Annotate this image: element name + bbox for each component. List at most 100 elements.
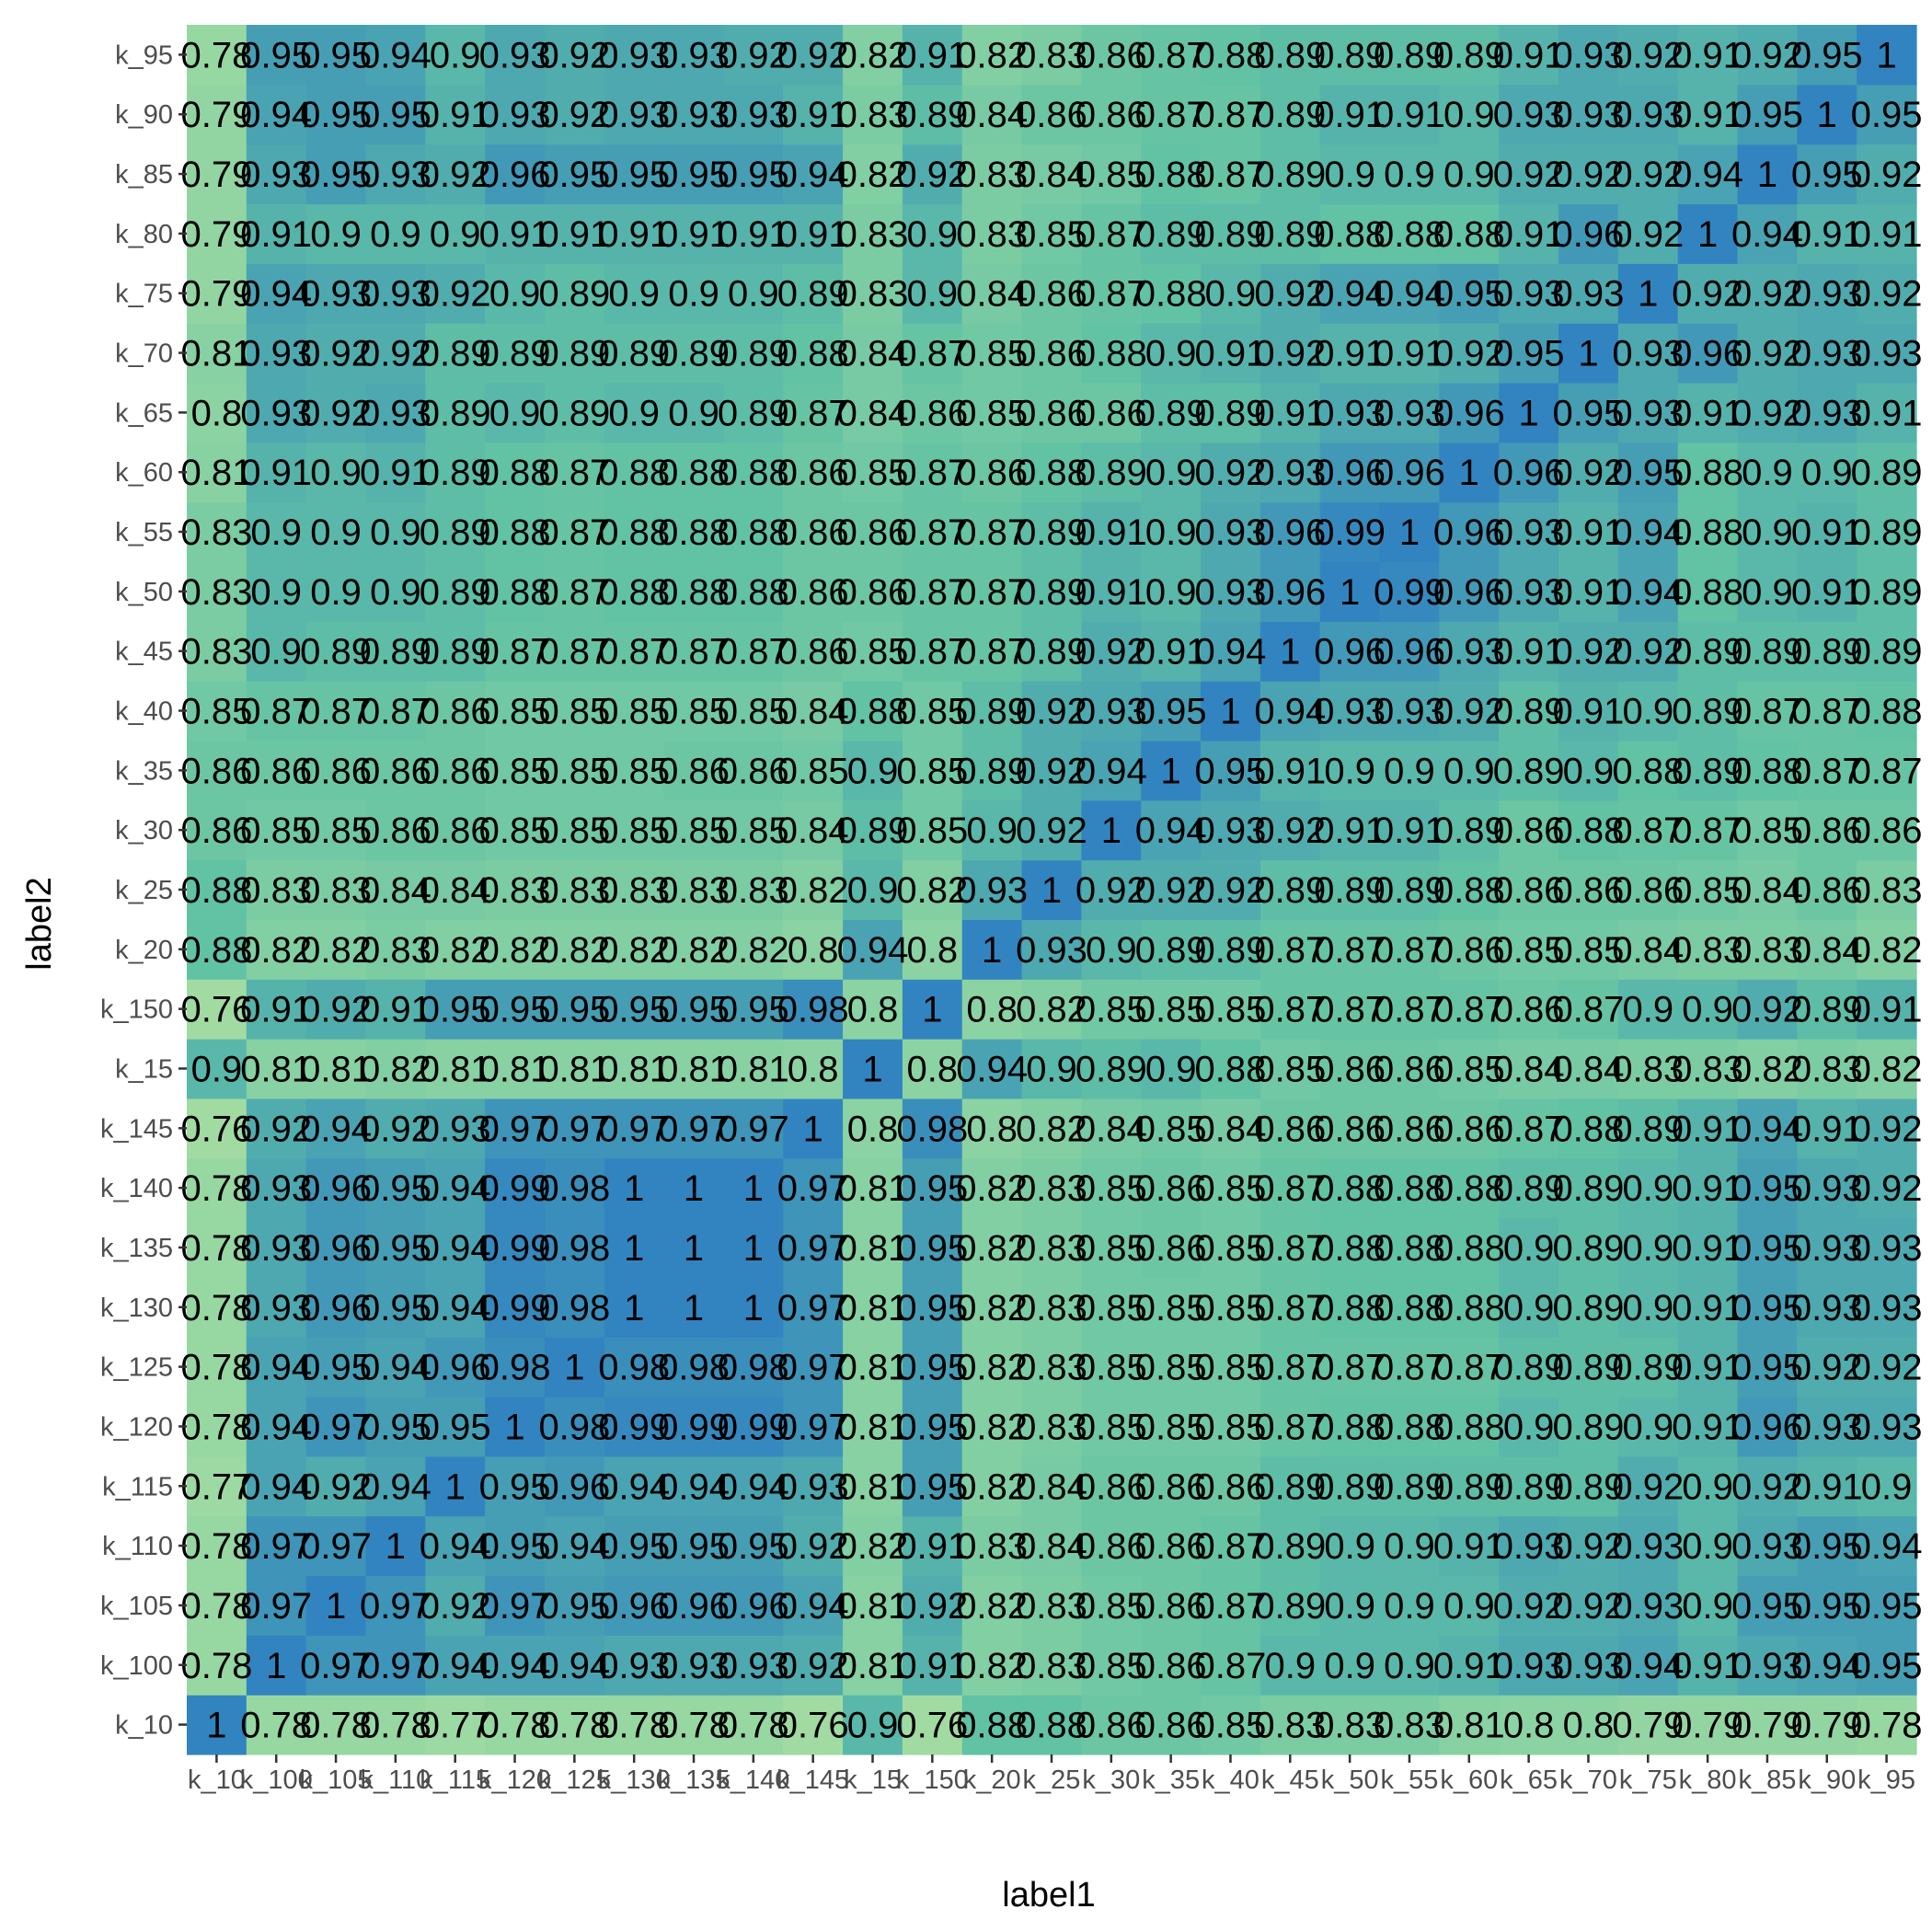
cell-value-label: 0.82 [777, 870, 849, 911]
heatmap-cell [1857, 1397, 1917, 1457]
cell-value-label: 0.9 [1622, 692, 1673, 732]
cell-value-label: 0.92 [1851, 1348, 1923, 1388]
heatmap-cell [1021, 919, 1083, 980]
heatmap-cell [1201, 1455, 1261, 1517]
heatmap-cell [1617, 979, 1679, 1040]
heatmap-cell [1021, 621, 1083, 682]
heatmap-cell [485, 501, 546, 563]
cell-value-label: 0.9 [1324, 155, 1375, 195]
heatmap-cell [604, 1039, 665, 1099]
heatmap-cell [544, 501, 605, 563]
heatmap-cell [1081, 919, 1142, 980]
heatmap-cell [365, 681, 426, 742]
heatmap-cell [485, 1635, 546, 1696]
heatmap-cell [1677, 1098, 1739, 1159]
heatmap-cell [1439, 1039, 1500, 1099]
cell-value-label: 0.89 [420, 393, 491, 433]
heatmap-cell [1857, 1217, 1917, 1278]
heatmap-cell [1558, 1217, 1619, 1278]
heatmap-cell [1319, 859, 1381, 921]
heatmap-cell [1081, 1039, 1142, 1099]
heatmap-cell [544, 1515, 605, 1577]
heatmap-cell [1319, 799, 1381, 861]
x-tick-label: k_30 [1082, 1765, 1140, 1795]
heatmap-cell [1558, 859, 1619, 921]
heatmap-cell [1677, 1217, 1739, 1278]
cell-value-label: 1 [684, 1288, 704, 1328]
cell-value-label: 0.9 [1384, 1586, 1435, 1627]
heatmap-cell [187, 1337, 247, 1397]
heatmap-cell [1797, 1157, 1857, 1219]
heatmap-cell [1797, 1515, 1857, 1577]
cell-value-label: 0.9 [1384, 1646, 1435, 1686]
heatmap-cell [1379, 561, 1440, 622]
heatmap-cell [663, 442, 725, 503]
heatmap-cell [1141, 1157, 1202, 1219]
heatmap-cell [246, 1277, 307, 1338]
heatmap-cell [1141, 799, 1202, 861]
heatmap-cell [1021, 681, 1083, 742]
heatmap-cell [1141, 979, 1202, 1040]
heatmap-cell [1857, 1157, 1917, 1219]
heatmap-cell [1259, 681, 1321, 742]
cell-value-label: 0.8 [191, 393, 243, 433]
heatmap-cell [1797, 501, 1857, 563]
cell-value-label: 1 [1578, 334, 1598, 374]
y-tick-label: k_125 [100, 1353, 173, 1383]
heatmap-cell [425, 799, 486, 861]
heatmap-cell [902, 919, 963, 980]
heatmap-cell [246, 1337, 307, 1397]
cell-value-label: 0.8 [847, 1109, 899, 1149]
heatmap-cell [961, 1575, 1023, 1636]
heatmap-cell [961, 859, 1023, 921]
heatmap-cell [843, 919, 903, 980]
heatmap-cell [1617, 1695, 1679, 1755]
heatmap-cell [1558, 1039, 1619, 1099]
heatmap-cell [1259, 919, 1321, 980]
y-tick-label: k_20 [115, 936, 173, 965]
heatmap-cell [1081, 859, 1142, 921]
cell-value-label: 0.94 [360, 1466, 431, 1507]
cell-value-label: 1 [1817, 95, 1837, 135]
cell-value-label: 0.9 [1443, 155, 1495, 195]
heatmap-cell [961, 501, 1023, 563]
heatmap-cell [1439, 979, 1500, 1040]
cell-value-label: 0.94 [1195, 632, 1267, 673]
heatmap-cell [1558, 501, 1619, 563]
cell-value-label: 0.9 [847, 751, 899, 791]
heatmap-cell [1319, 1397, 1381, 1457]
heatmap-cell [1201, 681, 1261, 742]
heatmap-cell [663, 1098, 725, 1159]
heatmap-cell [425, 979, 486, 1040]
heatmap-cell [783, 1397, 844, 1457]
cell-value-label: 0.87 [1195, 1646, 1267, 1686]
heatmap-cell [1737, 919, 1798, 980]
heatmap-cell [1021, 799, 1083, 861]
cell-value-label: 0.93 [956, 870, 1028, 911]
y-tick-label: k_105 [100, 1592, 173, 1621]
heatmap-cell [1379, 1695, 1440, 1755]
heatmap-cell [544, 740, 605, 801]
heatmap-cell [485, 1217, 546, 1278]
cell-value-label: 0.85 [777, 751, 849, 791]
heatmap-cell [1379, 1098, 1440, 1159]
heatmap-cell [1677, 919, 1739, 980]
heatmap-cell [1201, 501, 1261, 563]
x-tick-label: k_40 [1202, 1765, 1259, 1795]
heatmap-cell [1201, 1217, 1261, 1278]
heatmap-cell [1259, 859, 1321, 921]
heatmap-cell [663, 919, 725, 980]
heatmap-cell [1259, 1455, 1321, 1517]
heatmap-cell [1319, 1039, 1381, 1099]
cell-value-label: 0.91 [1075, 512, 1147, 553]
heatmap-cell [1617, 561, 1679, 622]
heatmap-cell [1857, 681, 1917, 742]
heatmap-cells [187, 25, 1917, 1755]
heatmap-cell [1558, 1337, 1619, 1397]
heatmap-cell [961, 621, 1023, 682]
heatmap-cell [187, 442, 247, 503]
heatmap-cell [246, 1695, 307, 1755]
heatmap-cell [1797, 859, 1857, 921]
heatmap-cell [663, 1337, 725, 1397]
heatmap-cell [723, 1217, 784, 1278]
